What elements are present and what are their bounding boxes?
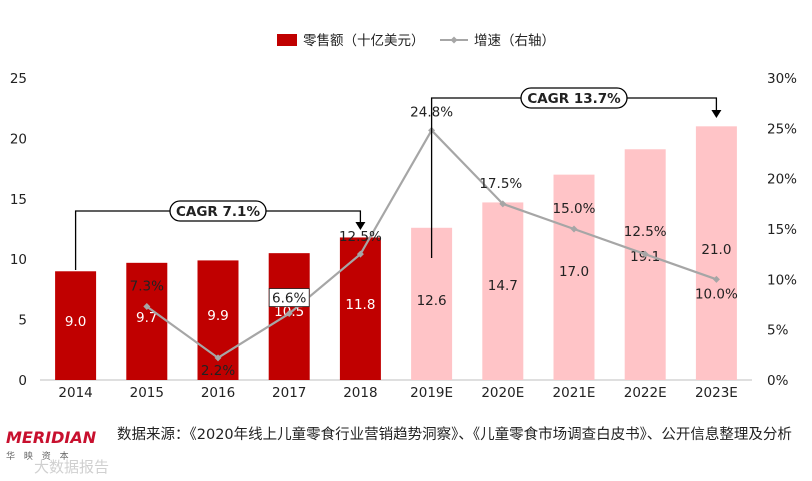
- bar-value-label: 21.0: [701, 242, 731, 258]
- growth-point: [143, 303, 151, 311]
- meridian-logo: MERIDIAN 华 映 资 本: [6, 428, 106, 478]
- growth-point: [214, 354, 222, 362]
- y-right-tick-label: 25%: [767, 121, 797, 137]
- legend-label-growth: 增速（右轴）: [474, 33, 555, 49]
- bar-value-label: 9.9: [207, 308, 228, 324]
- growth-value-label: 2.2%: [201, 363, 235, 379]
- y-left-tick-label: 20: [10, 131, 27, 147]
- cagr-label: CAGR 13.7%: [527, 91, 621, 107]
- watermark: 大数据报告: [34, 458, 110, 476]
- cagr-label: CAGR 7.1%: [176, 204, 260, 220]
- y-left-tick-label: 15: [10, 192, 27, 208]
- growth-value-label: 12.5%: [339, 229, 382, 245]
- bar-labels: 9.09.79.910.511.812.614.717.019.121.0: [65, 242, 732, 330]
- cagr-annotations: CAGR 7.1% CAGR 13.7%: [74, 87, 722, 270]
- growth-point: [641, 250, 649, 258]
- legend-label-sales: 零售额（十亿美元）: [303, 33, 425, 49]
- growth-value-label: 7.3%: [130, 279, 164, 295]
- bar: [482, 202, 524, 380]
- bar-value-label: 12.6: [417, 293, 447, 309]
- growth-point: [499, 200, 507, 208]
- logo-subtext: 华 映 资 本: [6, 452, 72, 462]
- x-tick-label: 2020E: [481, 385, 524, 401]
- legend-swatch-marker: [450, 36, 458, 44]
- y-right-tick-label: 5%: [767, 323, 789, 339]
- x-tick-label: 2022E: [624, 385, 667, 401]
- y-right-tick-label: 20%: [767, 172, 797, 188]
- bar: [55, 271, 97, 380]
- bar-series: [55, 126, 737, 380]
- axes: 0 5 10 15 20 25 0% 5% 10% 15% 20% 25% 30% 2014 2015 201…: [10, 71, 797, 401]
- bar-line-chart: 零售额（十亿美元） 增速（右轴） 0 5 10 15 20 25 0% 5% 10% 15% 20% 2…: [10, 33, 797, 401]
- y-right-tick-label: 0%: [767, 373, 789, 389]
- y-right-tick-label: 15%: [767, 222, 797, 238]
- source-note: 数据来源：《2020年线上儿童零食行业营销趋势洞察》、《儿童零食市场调查白皮书》…: [117, 427, 792, 443]
- bar-value-label: 17.0: [559, 264, 589, 280]
- y-left-tick-label: 0: [18, 373, 27, 389]
- cagr-arrowhead: [711, 110, 722, 118]
- x-tick-label: 2023E: [695, 385, 738, 401]
- cagr-arrowhead: [355, 222, 366, 230]
- y-left-tick-label: 10: [10, 252, 27, 268]
- bar-value-label: 9.7: [136, 310, 157, 326]
- legend-swatch-sales: [277, 34, 297, 46]
- bar: [126, 262, 168, 380]
- bar: [339, 237, 381, 380]
- x-tick-label: 2021E: [553, 385, 596, 401]
- growth-value-label: 17.5%: [479, 176, 522, 192]
- x-tick-label: 2017: [272, 385, 306, 401]
- x-tick-label: 2018: [343, 385, 377, 401]
- growth-point: [570, 225, 578, 233]
- growth-point: [712, 275, 720, 283]
- y-right-tick-label: 30%: [767, 71, 797, 87]
- growth-point: [285, 310, 293, 318]
- x-tick-label: 2016: [201, 385, 235, 401]
- x-tick-label: 2014: [58, 385, 92, 401]
- growth-value-label: 10.0%: [695, 286, 738, 302]
- growth-value-label: 6.6%: [272, 291, 306, 307]
- y-left-tick-label: 25: [10, 71, 27, 87]
- growth-point: [356, 250, 364, 258]
- growth-value-label: 15.0%: [553, 201, 596, 217]
- x-tick-label: 2019E: [410, 385, 453, 401]
- footer: MERIDIAN 华 映 资 本 大数据报告 数据来源：《2020年线上儿童零食…: [0, 420, 812, 481]
- bar-value-label: 11.8: [345, 297, 375, 313]
- bar-value-label: 14.7: [488, 278, 518, 294]
- x-tick-label: 2015: [130, 385, 164, 401]
- legend: 零售额（十亿美元） 增速（右轴）: [277, 33, 555, 49]
- bar-value-label: 9.0: [65, 314, 86, 330]
- bar: [624, 149, 666, 380]
- bar: [553, 174, 595, 380]
- cagr-pill: [520, 87, 628, 109]
- bar: [695, 126, 737, 380]
- growth-value-label: 12.5%: [624, 224, 667, 240]
- y-left-tick-label: 5: [18, 313, 27, 329]
- logo-text: MERIDIAN: [6, 428, 97, 447]
- growth-label-box: [268, 288, 310, 307]
- cagr-pill: [169, 200, 267, 222]
- y-right-tick-label: 10%: [767, 272, 797, 288]
